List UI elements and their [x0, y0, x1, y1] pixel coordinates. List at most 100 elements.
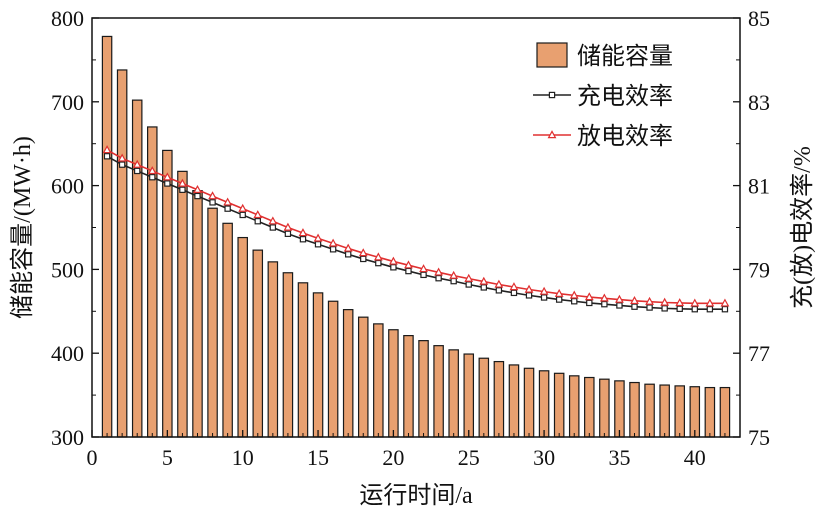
bar	[629, 381, 640, 438]
y-left-axis-title: 储能容量/(MW·h)	[9, 136, 36, 319]
bar	[342, 309, 354, 438]
bar	[131, 99, 143, 438]
y-right-axis-title: 充(放)电效率/%	[789, 146, 816, 309]
discharge-efficiency-point	[479, 276, 489, 285]
bar	[222, 222, 233, 438]
y-right-tick-label: 85	[748, 6, 770, 31]
discharge-efficiency-point	[494, 279, 504, 288]
bar	[403, 335, 414, 438]
legend-label: 充电效率	[577, 83, 673, 110]
x-tick-label: 30	[533, 445, 555, 470]
bar	[207, 207, 218, 438]
discharge-efficiency-point	[373, 252, 383, 261]
charge-efficiency-point	[390, 264, 397, 271]
bar	[162, 149, 173, 438]
discharge-efficiency-point	[253, 210, 263, 219]
charge-efficiency-point	[118, 161, 126, 168]
bar	[478, 357, 490, 438]
legend-discharge-marker	[547, 130, 557, 139]
charge-efficiency-point	[465, 281, 472, 288]
plot-frame	[91, 17, 741, 438]
charge-efficiency-point	[269, 224, 277, 231]
charge-efficiency-point	[209, 199, 216, 206]
charge-efficiency-point	[164, 180, 171, 187]
charge-efficiency-point	[224, 205, 231, 212]
x-tick-label: 10	[232, 445, 254, 470]
discharge-efficiency-point	[238, 203, 248, 212]
charge-efficiency-point	[329, 246, 337, 253]
charge-efficiency-point	[525, 292, 533, 299]
legend-charge-marker	[548, 91, 556, 99]
bar	[252, 249, 264, 438]
discharge-efficiency-point	[720, 298, 730, 307]
charge-efficiency-point	[299, 236, 307, 243]
bar	[267, 261, 279, 438]
discharge-efficiency-point	[358, 248, 368, 257]
charge-efficiency-point	[284, 230, 292, 237]
charge-efficiency-point	[360, 255, 367, 263]
charge-efficiency-point	[239, 211, 246, 219]
discharge-efficiency-point	[223, 197, 233, 206]
x-tick-label: 5	[162, 445, 173, 470]
charge-efficiency-point	[706, 306, 714, 313]
x-tick-label: 25	[458, 445, 480, 470]
charge-efficiency-point	[495, 287, 503, 294]
bar	[297, 282, 309, 438]
charge-efficiency-point	[676, 305, 683, 312]
y-left-tick-label: 400	[51, 341, 84, 366]
discharge-efficiency-point	[117, 153, 127, 162]
charge-efficiency-point	[540, 294, 548, 301]
charge-efficiency-point	[631, 303, 638, 310]
charge-efficiency-point	[721, 306, 729, 313]
charge-efficiency-point	[103, 153, 111, 160]
charge-efficiency-point	[344, 251, 352, 258]
bar	[282, 272, 294, 438]
discharge-efficiency-series	[102, 145, 730, 307]
discharge-efficiency-point	[208, 191, 217, 200]
discharge-efficiency-point	[539, 286, 549, 295]
discharge-efficiency-point	[524, 284, 534, 293]
charge-efficiency-point	[314, 241, 322, 248]
y-axis-right: 75 77 79 81 83 85 充(放)电效率/%	[733, 6, 816, 450]
bar	[689, 386, 701, 438]
bar	[192, 190, 203, 438]
charge-efficiency-point	[691, 306, 698, 313]
charge-efficiency-point	[555, 296, 563, 303]
discharge-efficiency-point	[599, 293, 609, 302]
charge-efficiency-point	[646, 304, 653, 311]
bar	[704, 386, 716, 438]
bar	[584, 376, 595, 438]
bar	[237, 236, 248, 438]
y-right-tick-label: 75	[748, 425, 770, 450]
charge-efficiency-series	[103, 153, 729, 313]
y-left-tick-label: 300	[51, 425, 84, 450]
bar	[418, 340, 429, 438]
discharge-efficiency-point	[388, 256, 398, 265]
discharge-efficiency-point	[404, 260, 413, 269]
bar-series	[101, 35, 731, 438]
y-right-tick-label: 81	[748, 174, 770, 199]
charge-efficiency-point	[601, 300, 608, 308]
y-left-tick-label: 700	[51, 90, 84, 115]
discharge-efficiency-point	[449, 270, 459, 279]
discharge-efficiency-point	[645, 296, 654, 305]
charge-efficiency-point	[134, 167, 141, 175]
discharge-efficiency-point	[268, 216, 278, 225]
discharge-efficiency-point	[283, 222, 293, 231]
discharge-efficiency-point	[162, 172, 172, 181]
bar	[719, 386, 731, 438]
x-tick-label: 20	[382, 445, 404, 470]
charge-efficiency-point	[480, 284, 488, 291]
discharge-efficiency-point	[328, 238, 338, 247]
bar	[327, 300, 339, 438]
discharge-efficiency-point	[193, 184, 202, 193]
charge-efficiency-point	[179, 186, 186, 193]
charge-efficiency-point	[149, 174, 156, 181]
x-axis-title: 运行时间/a	[359, 482, 473, 509]
charge-efficiency-point	[616, 302, 623, 309]
bar	[599, 378, 610, 438]
discharge-efficiency-point	[464, 273, 474, 282]
x-axis: 0 5 10 15 20 25 30 35 40 运行时间/a	[87, 430, 726, 509]
